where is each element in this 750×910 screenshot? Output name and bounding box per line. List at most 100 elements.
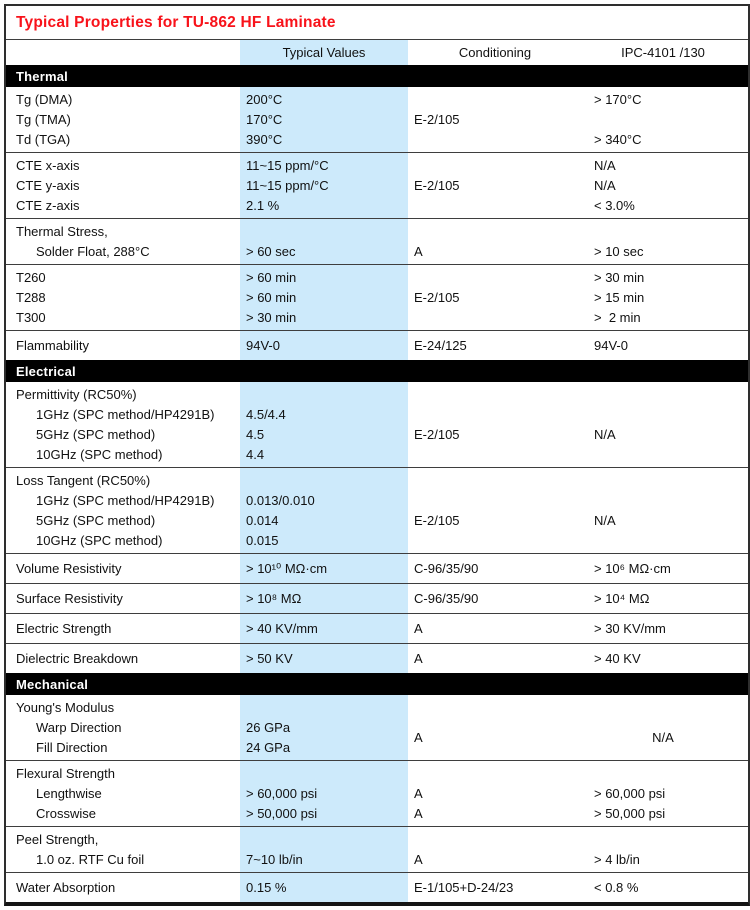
ipc-cell: N/A <box>594 426 616 442</box>
ipc-cell <box>582 764 744 784</box>
ipc-cell <box>582 385 744 405</box>
ipc-cell: > 4 lb/in <box>594 851 640 867</box>
ipc-cell: N/A <box>594 512 616 528</box>
typical-value-cell: > 10⁸ MΩ <box>246 590 302 606</box>
table-row: Crosswise > 50,000 psi A > 50,000 psi <box>6 804 748 824</box>
conditioning-cell: E-2/105 <box>414 289 460 305</box>
table-row: 1.0 oz. RTF Cu foil 7~10 lb/in A > 4 lb/in <box>6 850 748 870</box>
property-label: 10GHz (SPC method) <box>36 532 163 548</box>
properties-table: Typical Properties for TU-862 HF Laminat… <box>4 4 750 906</box>
ipc-cell: > 10⁴ MΩ <box>594 590 650 606</box>
conditioning-cell: A <box>414 729 423 745</box>
conditioning-cell <box>408 308 582 328</box>
table-row: 5GHz (SPC method) 0.014 E-2/105 N/A <box>6 511 748 531</box>
ipc-cell: N/A <box>652 729 674 745</box>
property-label: Electric Strength <box>16 620 112 636</box>
typical-value-cell: > 40 KV/mm <box>246 620 318 636</box>
property-label: Surface Resistivity <box>16 590 123 606</box>
typical-value-cell: 170°C <box>246 111 283 127</box>
property-label: Flammability <box>16 337 89 353</box>
table-title: Typical Properties for TU-862 HF Laminat… <box>6 6 748 40</box>
ipc-cell: > 2 min <box>594 309 641 325</box>
conditioning-cell <box>408 445 582 465</box>
row-group: T260 > 60 min > 30 min T288 > 60 min E-2/105 >… <box>6 264 748 330</box>
property-label: CTE y-axis <box>16 177 80 193</box>
conditioning-cell <box>408 385 582 405</box>
typical-value-cell: > 60 min <box>246 289 297 305</box>
ipc-cell <box>582 531 744 551</box>
table-row: Td (TGA) 390°C > 340°C <box>6 130 748 150</box>
typical-value-cell: > 30 min <box>246 309 297 325</box>
table-row: 1GHz (SPC method/HP4291B) 0.013/0.010 <box>6 491 748 511</box>
ipc-cell: > 170°C <box>594 91 642 107</box>
typical-value-cell: > 60,000 psi <box>246 785 318 801</box>
ipc-cell <box>582 471 744 491</box>
ipc-cell <box>582 830 744 850</box>
property-label: Water Absorption <box>16 879 116 895</box>
table-row: T260 > 60 min > 30 min <box>6 268 748 288</box>
row-group: Peel Strength, 1.0 oz. RTF Cu foil 7~10 lb… <box>6 826 748 872</box>
typical-value-cell: 4.5 <box>246 426 265 442</box>
ipc-cell <box>582 445 744 465</box>
conditioning-cell <box>408 764 582 784</box>
table-row: Peel Strength, <box>6 830 748 850</box>
property-label: Volume Resistivity <box>16 560 122 576</box>
column-header-ipc: IPC-4101 /130 <box>621 45 705 60</box>
property-label: Tg (TMA) <box>16 111 71 127</box>
property-label: T288 <box>16 289 46 305</box>
conditioning-cell <box>408 830 582 850</box>
row-group: Water Absorption 0.15 % E-1/105+D-24/23 < 0… <box>6 872 748 902</box>
table-row: Solder Float, 288°C > 60 sec A > 10 sec <box>6 242 748 262</box>
conditioning-cell: E-2/105 <box>414 512 460 528</box>
table-row: Warp Direction 26 GPa A N/A <box>6 718 748 745</box>
conditioning-cell: E-2/105 <box>414 426 460 442</box>
ipc-cell <box>582 491 744 511</box>
conditioning-cell: E-24/125 <box>414 337 467 353</box>
conditioning-cell <box>408 471 582 491</box>
table-row: T300 > 30 min > 2 min <box>6 308 748 328</box>
section-header-mechanical: Mechanical <box>6 673 748 695</box>
conditioning-cell <box>408 268 582 288</box>
property-label: CTE z-axis <box>16 197 80 213</box>
table-row: Young's Modulus <box>6 698 748 718</box>
column-header-typical-values: Typical Values <box>282 45 366 60</box>
table-row: Loss Tangent (RC50%) <box>6 471 748 491</box>
section-body-thermal: Tg (DMA) 200°C > 170°C Tg (TMA) 170°C E-2/105… <box>6 87 748 360</box>
table-row: 10GHz (SPC method) 4.4 <box>6 445 748 465</box>
typical-value-cell: 0.014 <box>246 512 279 528</box>
typical-value-cell: 4.5/4.4 <box>246 406 286 422</box>
row-group: Flexural Strength Lengthwise > 60,000 psi A… <box>6 760 748 826</box>
ipc-cell <box>582 222 744 242</box>
typical-value-cell: > 10¹⁰ MΩ·cm <box>246 560 328 576</box>
table-row: Volume Resistivity > 10¹⁰ MΩ·cm C-96/35/90… <box>6 559 748 579</box>
ipc-cell: > 10 sec <box>594 243 644 259</box>
property-label: Fill Direction <box>36 739 108 755</box>
row-group: Volume Resistivity > 10¹⁰ MΩ·cm C-96/35/90… <box>6 553 748 583</box>
table-row: Dielectric Breakdown > 50 KV A > 40 KV <box>6 649 748 669</box>
property-label: Solder Float, 288°C <box>36 243 150 259</box>
conditioning-cell: A <box>414 620 423 636</box>
ipc-cell: > 30 KV/mm <box>594 620 666 636</box>
table-row: 10GHz (SPC method) 0.015 <box>6 531 748 551</box>
property-label: Thermal Stress, <box>16 223 108 239</box>
table-row: Electric Strength > 40 KV/mm A > 30 KV/mm <box>6 619 748 639</box>
ipc-cell: < 0.8 % <box>594 879 639 895</box>
typical-value-cell: > 50 KV <box>246 650 293 666</box>
typical-value-cell <box>240 471 408 491</box>
ipc-cell: > 40 KV <box>594 650 641 666</box>
conditioning-cell: A <box>414 650 423 666</box>
row-group: CTE x-axis 11~15 ppm/°C N/A CTE y-axis 11~15… <box>6 152 748 218</box>
typical-value-cell <box>240 222 408 242</box>
property-label: T300 <box>16 309 46 325</box>
row-group: Thermal Stress, Solder Float, 288°C > 60 s… <box>6 218 748 264</box>
ipc-cell: > 10⁶ MΩ·cm <box>594 560 671 576</box>
table-row: Flexural Strength <box>6 764 748 784</box>
table-row: Lengthwise > 60,000 psi A > 60,000 psi <box>6 784 748 804</box>
property-label: Tg (DMA) <box>16 91 73 107</box>
ipc-cell <box>582 698 744 718</box>
property-label: Crosswise <box>36 805 96 821</box>
conditioning-cell <box>408 698 582 718</box>
conditioning-cell: C-96/35/90 <box>414 560 479 576</box>
property-label: 5GHz (SPC method) <box>36 426 156 442</box>
table-row: Surface Resistivity > 10⁸ MΩ C-96/35/90 > 1… <box>6 589 748 609</box>
